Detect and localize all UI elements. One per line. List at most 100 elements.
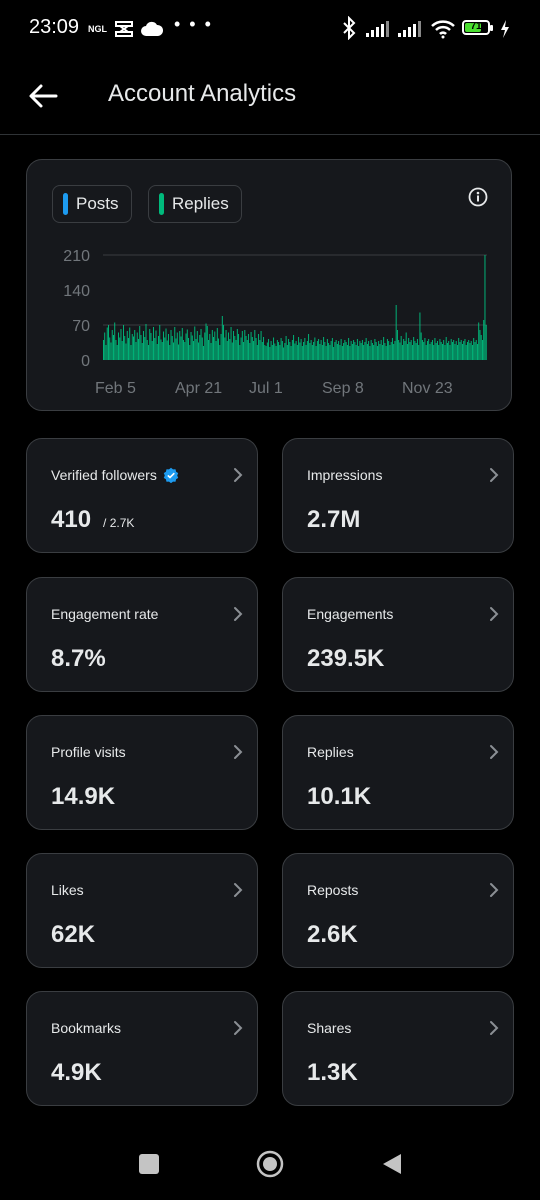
metric-card[interactable]: Reposts 2.6K — [282, 853, 514, 968]
chart-bar — [369, 346, 371, 360]
metric-card[interactable]: Impressions 2.7M — [282, 438, 514, 553]
chart-bar — [319, 344, 321, 360]
metric-label-text: Replies — [307, 744, 354, 760]
metric-label: Engagement rate — [51, 606, 158, 622]
chart-bar — [241, 331, 243, 360]
chart-bar — [411, 345, 413, 360]
metric-value: 1.3K — [307, 1059, 358, 1087]
chart-bar — [115, 340, 117, 360]
chart-bar — [331, 338, 333, 360]
chart-bar — [444, 345, 446, 360]
clock: 23:09 — [29, 16, 80, 38]
home-button[interactable] — [256, 1150, 284, 1178]
chart-bar — [280, 338, 282, 360]
chart-bar — [135, 342, 137, 360]
capcut-icon — [115, 21, 133, 37]
metric-card[interactable]: Shares 1.3K — [282, 991, 514, 1106]
chart-bar — [306, 341, 308, 360]
chart-bar — [263, 337, 265, 360]
chart-bar — [323, 337, 325, 360]
x-tick-label: Apr 21 — [175, 380, 222, 397]
chart-bar — [346, 345, 348, 360]
metric-card[interactable]: Profile visits 14.9K — [26, 715, 258, 830]
chart-bar — [310, 340, 312, 360]
system-back-button[interactable] — [381, 1152, 403, 1176]
chart-bar — [181, 328, 183, 360]
chart-bar — [301, 346, 303, 360]
metric-value-text: 1.3K — [307, 1059, 358, 1086]
chart-bar — [420, 332, 422, 360]
chart-bar — [240, 337, 242, 360]
chart-bar — [373, 345, 375, 360]
back-arrow-icon[interactable] — [24, 76, 64, 116]
chart-bar — [454, 344, 456, 360]
chevron-right-icon — [234, 1021, 243, 1035]
chart-bar — [480, 335, 482, 360]
metric-card[interactable]: Likes 62K — [26, 853, 258, 968]
chart-bar — [328, 343, 330, 360]
chart-bar — [410, 340, 412, 360]
chart-bar — [170, 330, 172, 360]
activity-chart-card: Posts Replies 210 140 70 0 Feb 5 Apr 21 Jul 1 S… — [26, 159, 512, 411]
system-nav-bar — [0, 1130, 540, 1200]
chart-bar — [329, 345, 331, 360]
chart-bar — [111, 330, 113, 360]
chart-bar — [381, 345, 383, 360]
chart-bar — [261, 342, 263, 360]
chart-bar — [446, 343, 448, 360]
charging-icon — [501, 20, 509, 38]
metric-card[interactable]: Engagement rate 8.7% — [26, 577, 258, 692]
chart-bar — [439, 339, 441, 360]
legend-posts-toggle[interactable]: Posts — [52, 185, 132, 223]
chart-bar — [314, 337, 316, 360]
y-tick-label: 70 — [72, 318, 90, 335]
chart-bar — [433, 345, 435, 360]
recent-apps-button[interactable] — [139, 1154, 159, 1174]
metric-label: Shares — [307, 1020, 351, 1036]
chart-bar — [153, 327, 154, 360]
chart-bar — [224, 337, 226, 360]
chart-bar — [345, 342, 347, 360]
replies-swatch — [159, 193, 164, 215]
metric-card[interactable]: Replies 10.1K — [282, 715, 514, 830]
chart-bar — [184, 342, 186, 360]
metric-card[interactable]: Bookmarks 4.9K — [26, 991, 258, 1106]
chart-bar — [384, 343, 386, 360]
y-tick-label: 210 — [63, 248, 90, 265]
chart-bar — [469, 343, 471, 360]
legend-replies-toggle[interactable]: Replies — [148, 185, 242, 223]
chart-bar — [364, 342, 366, 360]
chart-bar — [370, 340, 372, 360]
chevron-right-icon — [234, 468, 243, 482]
chart-bar — [269, 347, 271, 360]
chart-bar — [271, 345, 273, 360]
chart-bar — [168, 334, 169, 360]
chart-bar — [155, 330, 157, 360]
metric-label-text: Reposts — [307, 882, 359, 898]
chart-bar — [178, 344, 179, 360]
chart-bar — [449, 345, 451, 360]
chart-bar — [305, 345, 307, 360]
chart-bar — [356, 339, 358, 360]
chart-bar — [478, 322, 480, 360]
chart-bar — [366, 344, 368, 360]
chart-bar — [268, 339, 270, 360]
chart-bar — [103, 340, 104, 360]
chart-bar — [195, 339, 197, 360]
chart-bar — [254, 330, 256, 360]
chart-bar — [448, 341, 450, 360]
battery-level: 71 — [470, 21, 482, 32]
chart-bar — [255, 338, 257, 360]
metric-card[interactable]: Verified followers 410 / 2.7K — [26, 438, 258, 553]
chart-bar — [371, 343, 373, 360]
chart-bar — [295, 341, 297, 360]
info-icon[interactable] — [467, 186, 489, 208]
chart-bar — [234, 336, 236, 360]
chart-bar — [408, 338, 410, 360]
chart-bar — [300, 339, 302, 360]
chart-bar — [391, 338, 393, 360]
chart-bar — [180, 336, 182, 360]
metric-card[interactable]: Engagements 239.5K — [282, 577, 514, 692]
chart-bar — [315, 346, 317, 360]
chart-bar — [399, 342, 401, 360]
